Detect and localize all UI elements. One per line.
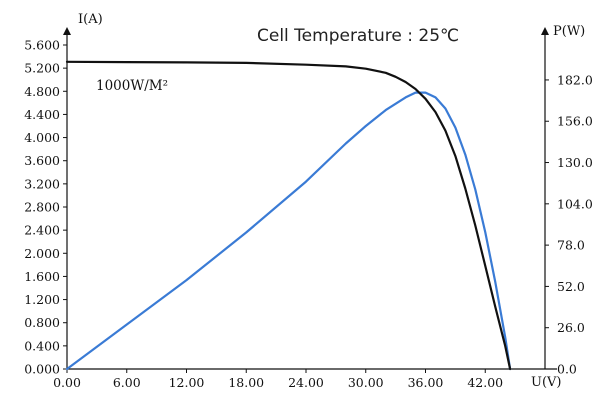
y-right-tick-label: 26.0 [557,320,585,335]
y-left-tick-label: 1.200 [24,292,60,307]
y-right-tick-label: 52.0 [557,279,585,294]
y-right-tick-label: 0.0 [557,362,577,377]
y-left-tick-label: 4.400 [24,107,60,122]
y-left-tick-label: 5.600 [24,38,60,53]
y-left-tick-label: 0.000 [24,362,60,377]
irradiance-label: 1000W/M² [96,78,168,94]
chart-title: Cell Temperature : 25℃ [257,26,459,46]
y-left-tick-label: 0.400 [24,338,60,353]
y-left-tick-label: 5.200 [24,61,60,76]
y-right-tick-label: 182.0 [557,72,593,87]
y-right-axis-label: P(W) [553,24,585,39]
x-tick-label: 42.00 [467,375,503,390]
x-tick-label: 24.00 [288,375,324,390]
pv-curve-line [65,91,512,371]
iv-curve-line [65,60,512,371]
y-right-tick-label: 156.0 [557,114,593,129]
x-axis-label: U(V) [531,375,562,390]
y-left-axis-label: I(A) [78,12,103,27]
x-tick-label: 12.00 [169,375,205,390]
y-right-tick-label: 104.0 [557,196,593,211]
x-tick-label: 0.00 [53,375,81,390]
y-left-arrow-icon [63,27,71,35]
y-left-tick-label: 2.400 [24,223,60,238]
axes-group: 0.000 0.400 0.800 1.200 1.600 2.000 2.400 2.800… [24,27,593,390]
y-right-arrow-icon [541,27,549,35]
x-tick-label: 6.00 [113,375,141,390]
y-right-tick-label: 78.0 [557,238,585,253]
y-right-tick-label: 130.0 [557,155,593,170]
y-left-tick-label: 1.600 [24,269,60,284]
y-left-tick-label: 3.600 [24,153,60,168]
x-tick-label: 36.00 [408,375,444,390]
y-left-tick-label: 3.200 [24,176,60,191]
y-left-tick-label: 0.800 [24,315,60,330]
x-tick-label: 30.00 [348,375,384,390]
y-left-tick-label: 2.800 [24,200,60,215]
y-left-tick-label: 4.000 [24,130,60,145]
y-left-tick-label: 2.000 [24,246,60,261]
y-left-tick-label: 4.800 [24,84,60,99]
x-tick-label: 18.00 [228,375,264,390]
series-group [65,60,512,371]
